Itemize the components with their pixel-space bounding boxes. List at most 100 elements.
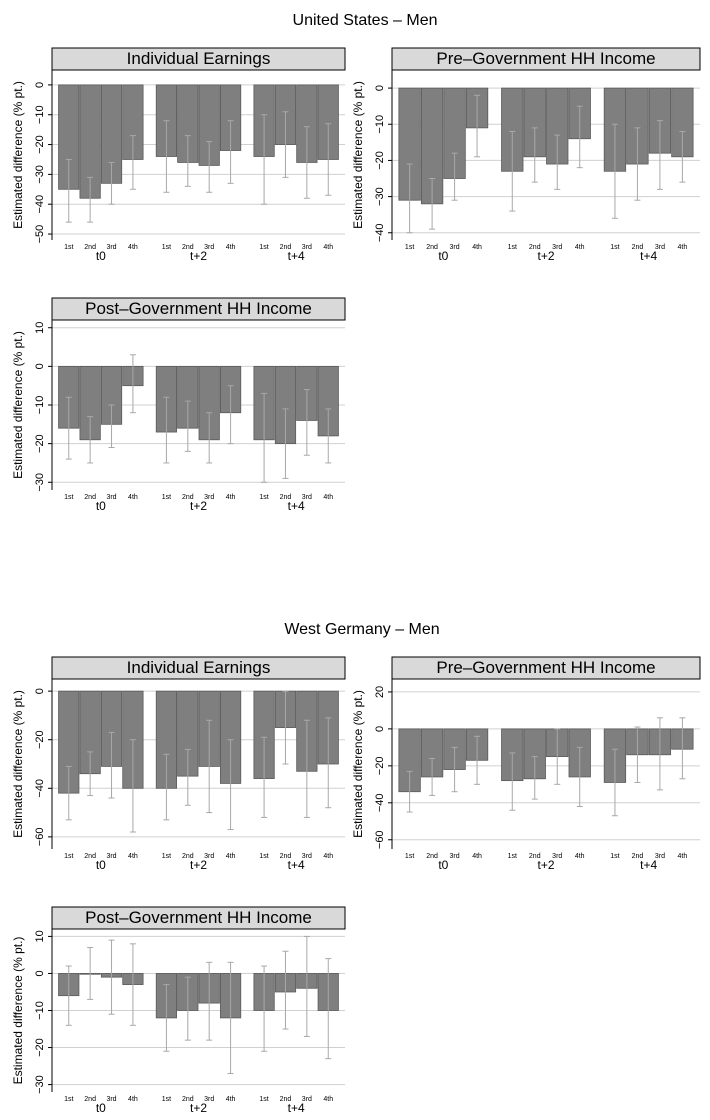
x-category-label: 2nd	[280, 1096, 292, 1103]
x-category-label: 2nd	[280, 494, 292, 501]
x-category-label: 2nd	[426, 244, 438, 251]
x-category-label: 3rd	[204, 1096, 214, 1103]
y-tick-label: 0	[34, 688, 46, 694]
y-tick-label: 10	[34, 930, 46, 942]
x-category-label: 3rd	[302, 244, 312, 251]
x-category-label: 3rd	[106, 494, 116, 501]
chart-panel-4: Individual Earnings 0 −20 −40 −60 Estimated d…	[11, 656, 346, 872]
panel-title: Individual Earnings	[127, 49, 271, 68]
x-category-label: 4th	[472, 244, 482, 251]
x-category-label: 4th	[128, 853, 138, 860]
x-category-label: 1st	[162, 244, 171, 251]
x-category-label: 2nd	[84, 1096, 96, 1103]
y-tick-label: −20	[34, 730, 46, 749]
y-tick-label: −10	[34, 1001, 46, 1020]
x-group-label: t+4	[288, 1101, 305, 1115]
x-category-label: 4th	[226, 1096, 236, 1103]
panel-title-strip	[51, 47, 346, 71]
y-tick-label: −40	[34, 779, 46, 798]
y-tick-label: −20	[374, 151, 386, 170]
x-category-label: 1st	[64, 1096, 73, 1103]
x-category-label: 1st	[162, 853, 171, 860]
x-category-label: 1st	[405, 244, 414, 251]
x-category-label: 2nd	[182, 244, 194, 251]
x-category-label: 2nd	[280, 244, 292, 251]
y-axis-label: Estimated difference (% pt.)	[11, 690, 25, 838]
x-category-label: 3rd	[302, 853, 312, 860]
panel-title-strip	[391, 47, 701, 71]
x-group-label: t0	[438, 249, 448, 263]
chart-panel-3: Post–Government HH Income 10 0 −10 −20 −30 Est…	[11, 297, 346, 513]
x-category-label: 3rd	[655, 853, 665, 860]
x-group-label: t+4	[640, 858, 657, 872]
x-category-label: 3rd	[552, 244, 562, 251]
x-group-label: t+2	[537, 858, 554, 872]
y-axis-label: Estimated difference (% pt.)	[11, 81, 25, 229]
x-category-label: 4th	[128, 1096, 138, 1103]
x-category-label: 1st	[508, 853, 517, 860]
y-tick-label: −30	[34, 473, 46, 492]
x-category-label: 3rd	[204, 853, 214, 860]
y-tick-label: 0	[34, 363, 46, 369]
x-category-label: 2nd	[84, 853, 96, 860]
x-group-label: t+4	[288, 858, 305, 872]
y-tick-label: −30	[34, 165, 46, 184]
x-category-label: 1st	[610, 244, 619, 251]
x-category-label: 3rd	[552, 853, 562, 860]
x-group-label: t+4	[640, 249, 657, 263]
panel-title: Post–Government HH Income	[85, 299, 312, 318]
x-category-label: 1st	[162, 494, 171, 501]
panel-title: Pre–Government HH Income	[436, 658, 655, 677]
x-category-label: 3rd	[204, 244, 214, 251]
x-group-label: t+2	[190, 499, 207, 513]
y-tick-label: −60	[374, 830, 386, 849]
y-tick-label: 10	[34, 322, 46, 334]
y-axis-label: Estimated difference (% pt.)	[351, 690, 365, 838]
y-tick-label: −20	[374, 757, 386, 776]
y-tick-label: 0	[34, 970, 46, 976]
section-title-west-germany-men: West Germany – Men	[284, 621, 439, 638]
x-category-label: 4th	[226, 494, 236, 501]
panel-title-strip	[391, 656, 701, 680]
x-category-label: 2nd	[280, 853, 292, 860]
x-category-label: 2nd	[632, 853, 644, 860]
y-tick-label: −50	[34, 225, 46, 244]
charts-layer: Individual Earnings 0 −10 −20 −30 −40 −50 Estim…	[11, 47, 701, 1115]
y-tick-label: 0	[34, 82, 46, 88]
panel-title: Individual Earnings	[127, 658, 271, 677]
x-category-label: 1st	[259, 494, 268, 501]
y-tick-label: −20	[34, 1038, 46, 1057]
y-tick-label: −10	[374, 115, 386, 134]
x-category-label: 1st	[405, 853, 414, 860]
x-category-label: 3rd	[302, 494, 312, 501]
x-category-label: 3rd	[450, 853, 460, 860]
x-category-label: 4th	[472, 853, 482, 860]
x-category-label: 1st	[64, 853, 73, 860]
x-category-label: 2nd	[529, 853, 541, 860]
y-tick-label: 20	[374, 686, 386, 698]
y-axis-label: Estimated difference (% pt.)	[11, 331, 25, 479]
x-category-label: 2nd	[182, 494, 194, 501]
x-group-label: t+2	[190, 249, 207, 263]
x-category-label: 4th	[678, 853, 688, 860]
x-category-label: 4th	[226, 244, 236, 251]
x-category-label: 1st	[64, 244, 73, 251]
x-group-label: t+2	[190, 1101, 207, 1115]
panel-title: Pre–Government HH Income	[436, 49, 655, 68]
y-tick-label: −60	[34, 828, 46, 847]
x-category-label: 1st	[259, 244, 268, 251]
chart-panel-5: Pre–Government HH Income 20 0 −20 −40 −60 Esti…	[351, 656, 701, 872]
x-category-label: 2nd	[84, 244, 96, 251]
x-category-label: 2nd	[84, 494, 96, 501]
x-category-label: 4th	[128, 494, 138, 501]
x-category-label: 2nd	[182, 853, 194, 860]
x-category-label: 2nd	[426, 853, 438, 860]
x-category-label: 4th	[128, 244, 138, 251]
x-category-label: 1st	[64, 494, 73, 501]
x-category-label: 3rd	[655, 244, 665, 251]
x-category-label: 4th	[323, 244, 333, 251]
y-tick-label: −20	[34, 434, 46, 453]
x-group-label: t+4	[288, 499, 305, 513]
x-group-label: t0	[96, 1101, 106, 1115]
